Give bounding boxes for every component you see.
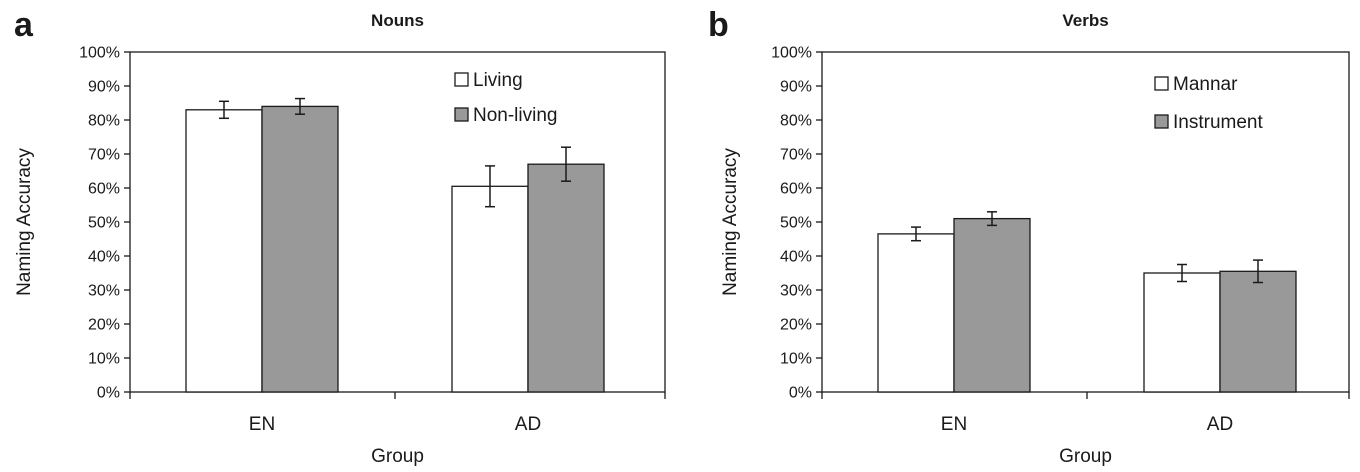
y-tick-label: 20% (88, 317, 120, 334)
chart-title: Nouns (371, 11, 424, 30)
bar-non-living-ad (527, 163, 605, 393)
y-tick-label: 50% (88, 215, 120, 232)
y-tick-label: 100% (771, 45, 812, 62)
panel-letter: b (708, 6, 729, 44)
y-tick-label: 90% (780, 79, 812, 96)
y-tick-label: 0% (97, 385, 120, 402)
chart-title: Verbs (1062, 11, 1108, 30)
legend-label: Instrument (1173, 112, 1263, 133)
legend-label: Non-living (473, 105, 557, 126)
y-tick-label: 70% (780, 147, 812, 164)
bar-mannar-en (877, 233, 955, 393)
y-tick-label: 80% (780, 113, 812, 130)
legend-swatch (1154, 114, 1169, 129)
y-axis-title: Naming Accuracy (720, 148, 741, 296)
x-category-label: AD (1207, 414, 1233, 435)
x-category-label: AD (515, 414, 541, 435)
y-tick-label: 40% (780, 249, 812, 266)
legend-swatch (454, 72, 469, 87)
panel-b: b Verbs 0% 10% 20% 30% 40% 50% 60% 70% 80% 90% 100% E… (708, 6, 1350, 467)
y-tick-label: 60% (88, 181, 120, 198)
legend-swatch (454, 107, 469, 122)
y-tick-label: 70% (88, 147, 120, 164)
x-category-label: EN (249, 414, 275, 435)
bar-non-living-en (261, 105, 339, 393)
y-tick-label: 30% (88, 283, 120, 300)
bar-living-ad (451, 185, 529, 393)
x-axis-title: Group (1059, 446, 1112, 467)
y-tick-label: 40% (88, 249, 120, 266)
legend-label: Mannar (1173, 74, 1238, 95)
legend-label: Living (473, 70, 523, 91)
bar-mannar-ad (1143, 272, 1221, 393)
y-tick-label: 90% (88, 79, 120, 96)
y-tick-label: 30% (780, 283, 812, 300)
y-tick-label: 50% (780, 215, 812, 232)
y-tick-label: 100% (79, 45, 120, 62)
y-tick-label: 60% (780, 181, 812, 198)
bar-living-en (185, 109, 263, 393)
panel-letter: a (14, 6, 34, 44)
bar-instrument-ad (1219, 270, 1297, 393)
bar-instrument-en (953, 217, 1031, 393)
x-category-label: EN (941, 414, 967, 435)
legend-swatch (1154, 76, 1169, 91)
x-axis-title: Group (371, 446, 424, 467)
y-tick-label: 80% (88, 113, 120, 130)
panel-a: a Nouns 0% 10% 20% 30% 40% 50% 60% 70% 80% 90% 100% E… (14, 6, 666, 467)
y-tick-label: 10% (88, 351, 120, 368)
y-tick-label: 10% (780, 351, 812, 368)
y-axis-title: Naming Accuracy (14, 148, 35, 296)
y-tick-label: 20% (780, 317, 812, 334)
y-tick-label: 0% (789, 385, 812, 402)
